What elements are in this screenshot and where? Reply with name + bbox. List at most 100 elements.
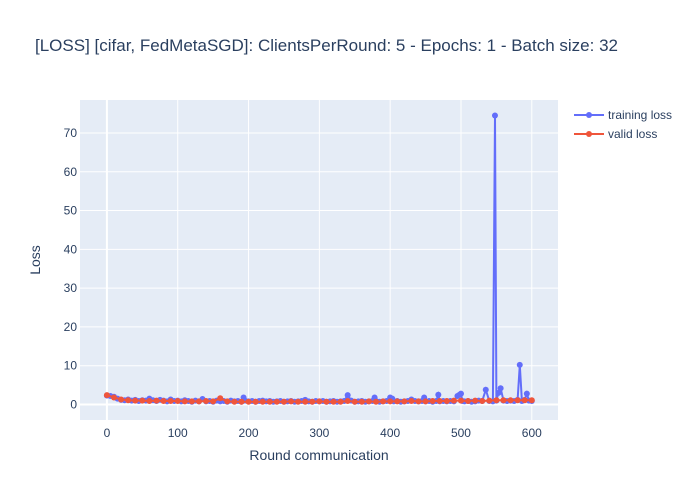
valid-loss-point xyxy=(450,397,457,404)
training-loss-point xyxy=(523,390,530,397)
valid-loss-point xyxy=(259,398,266,405)
valid-loss-point xyxy=(472,397,479,404)
valid-loss-point xyxy=(153,397,160,404)
training-loss-point xyxy=(435,391,442,398)
valid-loss-point xyxy=(337,398,344,405)
valid-loss-point xyxy=(160,397,167,404)
legend-item-valid-loss[interactable]: valid loss xyxy=(574,127,657,141)
valid-loss-point xyxy=(280,398,287,405)
valid-loss-point xyxy=(465,397,472,404)
valid-loss-point xyxy=(415,398,422,405)
x-tick-label: 100 xyxy=(168,426,188,440)
valid-loss-point xyxy=(238,398,245,405)
valid-loss-point xyxy=(479,397,486,404)
valid-loss-point xyxy=(203,397,210,404)
valid-loss-point xyxy=(288,398,295,405)
legend-label: training loss xyxy=(608,108,672,122)
training-loss-point xyxy=(516,361,523,368)
x-tick-label: 500 xyxy=(451,426,471,440)
valid-loss-point xyxy=(132,397,139,404)
valid-loss-point xyxy=(493,397,500,404)
legend[interactable]: training loss valid loss xyxy=(574,108,672,141)
valid-loss-point xyxy=(231,398,238,405)
valid-loss-point xyxy=(174,397,181,404)
valid-loss-point xyxy=(316,398,323,405)
valid-loss-point xyxy=(110,394,117,401)
valid-loss-point xyxy=(521,397,528,404)
valid-loss-point xyxy=(245,398,252,405)
valid-loss-point xyxy=(514,397,521,404)
training-loss-point xyxy=(497,385,504,392)
valid-loss-point xyxy=(273,398,280,405)
valid-loss-point xyxy=(358,398,365,405)
x-axis-label: Round communication xyxy=(249,447,388,463)
valid-loss-point xyxy=(118,396,125,403)
y-tick-label: 40 xyxy=(64,242,78,256)
x-axis-ticks: 0 100 200 300 400 500 600 xyxy=(104,426,543,440)
valid-loss-point xyxy=(266,398,273,405)
valid-loss-point xyxy=(344,397,351,404)
y-tick-label: 30 xyxy=(64,281,78,295)
valid-loss-point xyxy=(351,398,358,405)
valid-loss-point xyxy=(125,397,132,404)
x-tick-label: 600 xyxy=(522,426,542,440)
y-tick-label: 50 xyxy=(64,204,78,218)
valid-loss-point xyxy=(401,398,408,405)
training-loss-point xyxy=(491,112,498,119)
series-layer xyxy=(103,112,535,405)
valid-loss-point xyxy=(323,398,330,405)
valid-loss-point xyxy=(302,398,309,405)
valid-loss-point xyxy=(373,398,380,405)
valid-loss-series xyxy=(103,392,535,405)
valid-loss-point xyxy=(167,397,174,404)
y-axis-ticks: 0 10 20 30 40 50 60 70 xyxy=(64,126,78,412)
legend-swatch-marker xyxy=(586,131,592,137)
y-tick-label: 0 xyxy=(70,397,77,411)
legend-label: valid loss xyxy=(608,127,657,141)
valid-loss-point xyxy=(422,398,429,405)
valid-loss-point xyxy=(330,398,337,405)
valid-loss-point xyxy=(408,397,415,404)
valid-loss-point xyxy=(188,398,195,405)
valid-loss-point xyxy=(181,398,188,405)
x-tick-label: 200 xyxy=(239,426,259,440)
valid-loss-point xyxy=(252,398,259,405)
valid-loss-point xyxy=(429,397,436,404)
valid-loss-point xyxy=(380,398,387,405)
valid-loss-point xyxy=(139,397,146,404)
valid-loss-point xyxy=(443,397,450,404)
gridlines xyxy=(80,100,558,420)
valid-loss-point xyxy=(295,398,302,405)
training-loss-point xyxy=(495,389,502,396)
training-loss-point xyxy=(457,390,464,397)
x-tick-label: 400 xyxy=(380,426,400,440)
valid-loss-point xyxy=(387,398,394,405)
valid-loss-point xyxy=(217,395,224,402)
valid-loss-point xyxy=(394,398,401,405)
y-tick-label: 60 xyxy=(64,165,78,179)
valid-loss-point xyxy=(486,397,493,404)
y-tick-label: 70 xyxy=(64,126,78,140)
valid-loss-point xyxy=(500,397,507,404)
valid-loss-point xyxy=(146,397,153,404)
y-tick-label: 10 xyxy=(64,359,78,373)
valid-loss-point xyxy=(224,398,231,405)
y-tick-label: 20 xyxy=(64,320,78,334)
training-loss-point xyxy=(344,392,351,399)
legend-swatch-marker xyxy=(586,112,592,118)
valid-loss-point xyxy=(309,398,316,405)
legend-item-training-loss[interactable]: training loss xyxy=(574,108,672,122)
valid-loss-point xyxy=(457,397,464,404)
training-loss-point xyxy=(482,386,489,393)
x-tick-label: 300 xyxy=(309,426,329,440)
valid-loss-point xyxy=(195,398,202,405)
chart-title: [LOSS] [cifar, FedMetaSGD]: ClientsPerRo… xyxy=(35,36,618,55)
valid-loss-point xyxy=(436,397,443,404)
valid-loss-point xyxy=(103,392,110,399)
y-axis-label: Loss xyxy=(27,245,43,275)
valid-loss-point xyxy=(528,397,535,404)
x-tick-label: 0 xyxy=(104,426,111,440)
valid-loss-point xyxy=(365,398,372,405)
valid-loss-point xyxy=(507,397,514,404)
